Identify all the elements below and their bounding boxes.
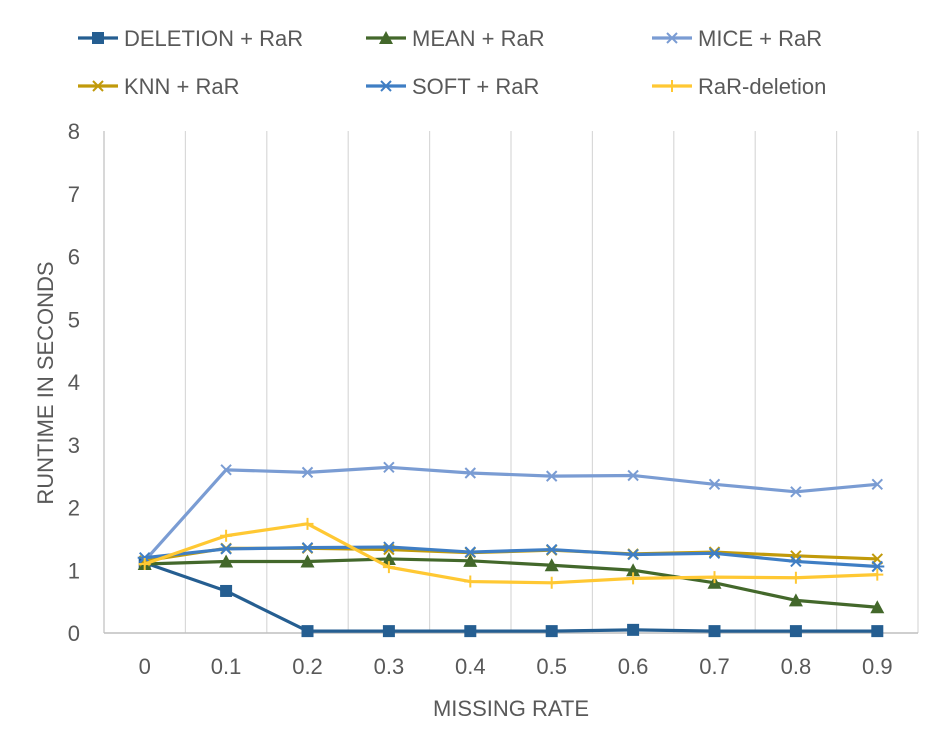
y-axis-label: RUNTIME IN SECONDS <box>33 261 58 504</box>
legend-marker <box>379 31 393 44</box>
data-point <box>137 551 152 564</box>
data-point <box>138 557 151 570</box>
legend-marker <box>666 32 678 44</box>
data-point <box>301 466 314 479</box>
y-tick-label: 0 <box>68 621 80 646</box>
data-point <box>870 600 885 614</box>
legend-label: MICE + RaR <box>698 26 822 51</box>
legend-label: DELETION + RaR <box>124 26 303 51</box>
data-point <box>301 625 314 638</box>
series-layer <box>137 461 885 638</box>
data-point <box>381 541 396 553</box>
data-point <box>381 551 396 565</box>
data-point <box>383 461 395 474</box>
data-point <box>627 572 640 585</box>
data-point <box>871 625 884 638</box>
legend-item: DELETION + RaR <box>78 26 303 51</box>
legend-marker <box>92 80 104 92</box>
data-point <box>789 625 802 638</box>
series-line <box>144 522 878 585</box>
data-point <box>219 554 234 568</box>
y-tick-label: 4 <box>68 370 80 395</box>
x-axis-label: MISSING RATE <box>433 696 589 721</box>
legend-label: RaR-deletion <box>698 74 826 99</box>
x-tick-label: 0.6 <box>618 654 649 679</box>
data-point <box>545 576 558 589</box>
data-point <box>627 623 640 636</box>
legend-item: KNN + RaR <box>78 74 240 99</box>
legend: DELETION + RaR MEAN + RaR MICE + RaR KNN + … <box>78 26 826 99</box>
data-point <box>219 543 234 555</box>
series-line <box>144 557 878 609</box>
legend-label: KNN + RaR <box>124 74 240 99</box>
x-tick-label: 0.2 <box>292 654 323 679</box>
series-2 <box>138 461 884 567</box>
legend-marker <box>666 80 678 92</box>
x-tick-label: 0.8 <box>781 654 812 679</box>
legend-item: SOFT + RaR <box>366 74 539 99</box>
series-4 <box>137 541 885 573</box>
x-tick-label: 0.3 <box>374 654 405 679</box>
y-axis-ticks: 0 1 2 3 4 5 6 7 8 <box>68 119 80 646</box>
y-tick-label: 2 <box>68 496 80 521</box>
data-point <box>870 560 885 573</box>
data-point <box>300 554 315 568</box>
data-point <box>220 529 233 542</box>
x-tick-label: 0.4 <box>455 654 486 679</box>
y-tick-label: 8 <box>68 119 80 144</box>
series-5 <box>138 517 884 589</box>
y-tick-label: 7 <box>68 182 80 207</box>
series-line <box>144 545 878 569</box>
data-point <box>220 584 233 597</box>
data-point <box>382 625 395 638</box>
data-point <box>788 593 803 607</box>
x-tick-label: 0.9 <box>862 654 893 679</box>
legend-item: RaR-deletion <box>652 74 826 99</box>
legend-label: MEAN + RaR <box>412 26 545 51</box>
x-tick-label: 0 <box>139 654 151 679</box>
data-point <box>708 571 721 584</box>
x-tick-label: 0.5 <box>536 654 567 679</box>
data-point <box>545 470 558 482</box>
series-line <box>144 561 878 633</box>
data-point <box>708 625 721 638</box>
y-tick-label: 6 <box>68 245 80 270</box>
y-tick-label: 5 <box>68 307 80 332</box>
x-axis-ticks: 0 0.1 0.2 0.3 0.4 0.5 0.6 0.7 0.8 0.9 <box>139 654 893 679</box>
data-point <box>301 517 314 530</box>
data-point <box>464 575 477 588</box>
data-point <box>789 571 802 584</box>
legend-marker <box>379 80 393 92</box>
data-point <box>463 546 478 558</box>
legend-item: MEAN + RaR <box>366 26 545 51</box>
data-point <box>545 625 558 638</box>
data-point <box>626 548 641 561</box>
legend-label: SOFT + RaR <box>412 74 539 99</box>
data-point <box>871 478 884 490</box>
x-tick-label: 0.1 <box>211 654 242 679</box>
data-point <box>790 486 802 498</box>
y-tick-label: 1 <box>68 558 80 583</box>
data-point <box>708 478 721 490</box>
data-point <box>464 625 477 638</box>
y-tick-label: 3 <box>68 433 80 458</box>
data-point <box>871 568 884 581</box>
data-point <box>300 541 315 554</box>
series-line <box>143 465 878 562</box>
legend-marker <box>92 32 104 44</box>
data-point <box>220 464 232 476</box>
data-point <box>463 553 478 567</box>
data-point <box>627 469 639 482</box>
data-point <box>382 561 395 574</box>
data-point <box>544 543 559 556</box>
data-point <box>464 467 477 479</box>
data-point <box>707 547 722 560</box>
x-tick-label: 0.7 <box>699 654 730 679</box>
series-1 <box>137 551 885 614</box>
legend-item: MICE + RaR <box>652 26 822 51</box>
data-point <box>788 555 803 568</box>
data-point <box>544 558 559 572</box>
data-point <box>626 563 641 577</box>
